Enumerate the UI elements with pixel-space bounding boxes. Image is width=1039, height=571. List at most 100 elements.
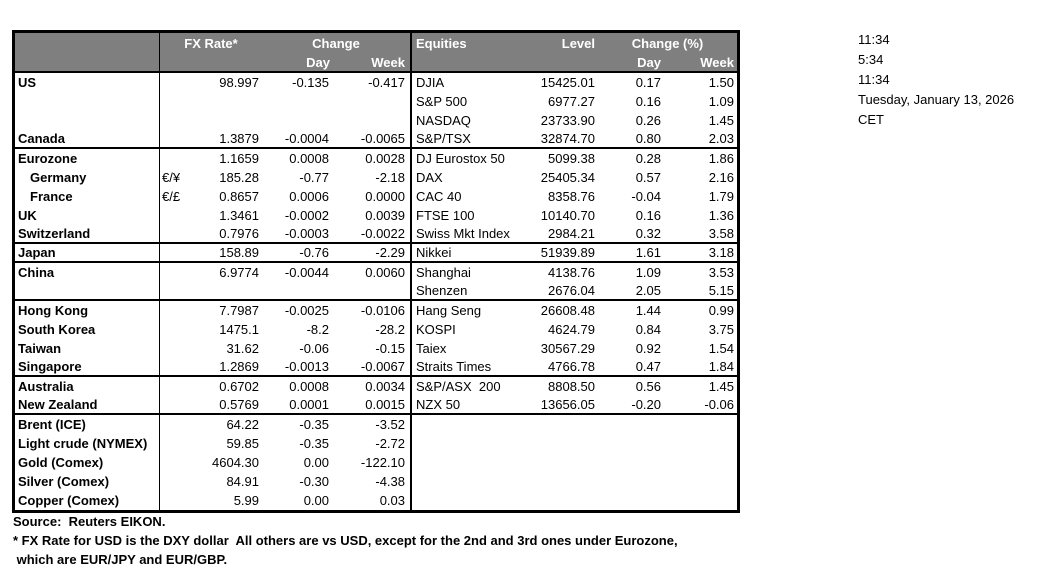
country-cell: UK	[15, 206, 160, 225]
equity-name-cell: Hang Seng	[416, 303, 482, 318]
header-fx-week: Week	[332, 53, 412, 71]
equity-name-cell: Shenzen	[416, 283, 468, 298]
equity-level-cell: 6977.27	[548, 94, 595, 109]
symbol-cell	[160, 206, 198, 225]
fx-change-day-cell	[262, 92, 332, 111]
equity-level-cell: 2676.04	[548, 283, 595, 298]
fx-rate-cell: 185.28	[219, 170, 259, 185]
table-row: New Zealand 0.5769 0.0001 0.0015 NZX 50 13656…	[15, 396, 737, 415]
equity-name-cell: DJ Eurostox 50	[416, 151, 505, 166]
symbol-cell	[160, 320, 198, 339]
equity-change-week-cell	[664, 453, 737, 472]
symbol-cell	[160, 225, 198, 242]
country-cell: US	[15, 73, 160, 92]
fx-rate-cell: 6.9774	[219, 265, 259, 280]
fx-change-day-cell: 0.00	[303, 455, 329, 470]
fx-change-day-cell: 0.0008	[289, 379, 329, 394]
equity-change-week-cell: 1.45	[708, 113, 734, 128]
fx-rate-cell: 64.22	[226, 417, 259, 432]
fx-change-week-cell: -0.0106	[332, 301, 412, 320]
fx-rate-cell	[198, 282, 262, 299]
table-row: Switzerland 0.7976 -0.0003 -0.0022 Swiss Mkt…	[15, 225, 737, 244]
equity-change-day-cell	[598, 453, 664, 472]
equity-name-cell	[412, 491, 522, 510]
equity-level-cell: 4138.76	[548, 265, 595, 280]
country-cell	[15, 111, 160, 130]
equity-change-day-cell: 1.09	[635, 265, 661, 280]
table-row: Gold (Comex) 4604.30 0.00 -122.10	[15, 453, 737, 472]
table-row: Copper (Comex) 5.99 0.00 0.03	[15, 491, 737, 510]
header-corner-cell	[15, 33, 160, 71]
country-cell	[15, 282, 160, 299]
clock-time-1: 11:34	[858, 32, 890, 47]
country-cell: Japan	[15, 244, 160, 261]
fx-change-week-cell: -2.29	[332, 244, 412, 261]
equity-change-day-cell: 0.17	[635, 75, 661, 90]
equity-name-cell: DAX	[416, 170, 443, 185]
fx-change-day-cell: -0.76	[299, 245, 329, 260]
table-row: US 98.997 -0.135 -0.417 DJIA 15425.01 0.17 1.50	[15, 73, 737, 92]
equity-change-day-cell: 0.92	[635, 341, 661, 356]
equity-change-week-cell: -0.06	[704, 397, 734, 412]
equity-change-day-cell: 0.47	[635, 359, 661, 374]
equity-name-cell: Shanghai	[416, 265, 471, 280]
equity-change-week-cell: 2.16	[708, 170, 734, 185]
fx-rate-cell: 0.8657	[219, 189, 259, 204]
equity-change-week-cell: 0.99	[708, 303, 734, 318]
market-table: FX Rate* Change Equities Level Change (%…	[12, 30, 740, 513]
table-row: Germany €/¥ 185.28 -0.77 -2.18 DAX 25405.34 0.5…	[15, 168, 737, 187]
fx-rate-cell: 5.99	[233, 493, 259, 508]
equity-change-day-cell: 0.56	[635, 379, 661, 394]
fx-rate-cell	[198, 92, 262, 111]
equity-level-cell	[522, 415, 598, 434]
footnotes: Source: Reuters EIKON. * FX Rate for USD…	[13, 512, 678, 569]
table-row: Japan 158.89 -0.76 -2.29 Nikkei 51939.89 1.61 3…	[15, 244, 737, 263]
equity-change-week-cell: 1.86	[708, 151, 734, 166]
fx-change-week-cell	[332, 282, 412, 299]
symbol-cell	[160, 111, 198, 130]
fx-footnote-line2: which are EUR/JPY and EUR/GBP.	[13, 552, 228, 567]
equity-change-week-cell: 3.18	[708, 245, 734, 260]
equity-change-week-cell: 1.84	[708, 359, 734, 374]
equity-change-week-cell: 1.79	[708, 189, 734, 204]
symbol-cell	[160, 282, 198, 299]
country-cell: Switzerland	[15, 225, 160, 242]
header-level: Level	[561, 35, 595, 51]
symbol-cell	[160, 472, 198, 491]
fx-rate-cell: 0.6702	[219, 379, 259, 394]
equity-change-day-cell: -0.04	[631, 189, 661, 204]
country-cell: Brent (ICE)	[15, 415, 160, 434]
equity-change-week-cell	[664, 472, 737, 491]
fx-change-week-cell: -3.52	[332, 415, 412, 434]
equity-level-cell: 25405.34	[540, 170, 595, 185]
equity-change-day-cell	[598, 415, 664, 434]
equity-name-cell	[412, 453, 522, 472]
fx-change-day-cell: 0.0001	[289, 397, 329, 412]
symbol-cell	[160, 434, 198, 453]
fx-change-day-cell	[262, 111, 332, 130]
equity-change-week-cell: 5.15	[708, 283, 734, 298]
country-cell: Canada	[15, 130, 160, 147]
equity-level-cell: 8358.76	[548, 189, 595, 204]
fx-change-week-cell: 0.0039	[332, 206, 412, 225]
equity-change-day-cell: 1.44	[635, 303, 661, 318]
fx-change-week-cell	[332, 111, 412, 130]
fx-change-day-cell: -0.0013	[284, 359, 329, 374]
fx-change-day-cell: -0.0002	[284, 208, 329, 223]
equity-level-cell: 4624.79	[548, 322, 595, 337]
equity-name-cell: S&P/ASX 200	[416, 379, 501, 394]
table-row: UK 1.3461 -0.0002 0.0039 FTSE 100 10140.70 0.1…	[15, 206, 737, 225]
symbol-cell	[160, 339, 198, 358]
fx-change-day-cell: -0.35	[299, 417, 329, 432]
equity-level-cell: 10140.70	[540, 208, 595, 223]
fx-change-day-cell	[262, 282, 332, 299]
header-change: Change	[262, 33, 412, 53]
fx-change-week-cell: 0.0000	[332, 187, 412, 206]
table-row: China 6.9774 -0.0044 0.0060 Shanghai 4138.76 1…	[15, 263, 737, 282]
clock-time-2: 5:34	[858, 52, 884, 67]
fx-change-day-cell: -0.135	[292, 75, 329, 90]
fx-change-week-cell: -2.18	[332, 168, 412, 187]
equity-change-week-cell	[664, 415, 737, 434]
equity-name-cell: CAC 40	[416, 189, 462, 204]
equity-name-cell: S&P 500	[416, 94, 468, 109]
